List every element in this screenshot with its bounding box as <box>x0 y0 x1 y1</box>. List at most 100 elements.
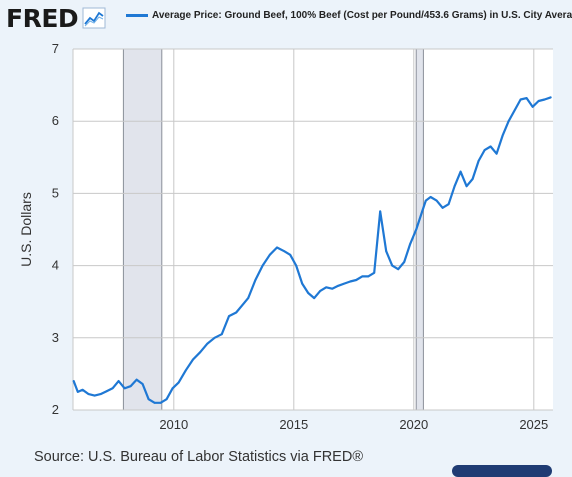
data-point <box>459 170 462 173</box>
data-point <box>519 98 522 101</box>
data-point <box>241 304 244 307</box>
data-point <box>543 98 546 101</box>
data-point <box>385 250 388 253</box>
data-point <box>397 268 400 271</box>
data-point <box>477 160 480 162</box>
data-point <box>184 369 187 372</box>
fred-logo-text: FRED <box>6 3 79 33</box>
y-tick-label: 5 <box>52 185 59 200</box>
x-tick-label: 2010 <box>159 417 188 432</box>
data-point <box>421 210 424 213</box>
data-point <box>268 253 271 256</box>
data-point <box>549 96 552 99</box>
data-point <box>81 388 84 391</box>
data-point <box>471 178 474 180</box>
data-point <box>93 394 96 397</box>
data-point <box>135 378 138 381</box>
data-point <box>235 311 238 314</box>
data-point <box>254 279 257 281</box>
data-point <box>192 358 194 361</box>
data-point <box>465 185 468 188</box>
data-point <box>220 333 223 336</box>
data-point <box>373 271 376 274</box>
y-tick-label: 4 <box>52 258 59 273</box>
data-point <box>141 383 144 385</box>
data-point <box>415 228 418 231</box>
x-tick-label: 2015 <box>279 417 308 432</box>
data-point <box>301 282 304 285</box>
y-axis-title: U.S. Dollars <box>18 192 34 267</box>
data-point <box>355 279 358 281</box>
data-point <box>213 336 216 339</box>
data-point <box>72 380 75 382</box>
data-point <box>537 100 540 102</box>
data-point <box>87 393 90 395</box>
data-point <box>337 284 340 287</box>
y-tick-label: 7 <box>52 41 59 56</box>
data-point <box>343 282 346 285</box>
data-point <box>501 134 504 137</box>
data-point <box>507 120 510 123</box>
data-point <box>283 250 286 253</box>
data-point <box>525 97 528 99</box>
data-point <box>361 275 364 278</box>
data-point <box>295 264 298 267</box>
chart-trend-icon <box>82 7 106 29</box>
data-point <box>331 287 334 290</box>
data-point <box>424 199 427 202</box>
legend-swatch <box>126 14 148 17</box>
data-point <box>153 401 156 404</box>
data-point <box>261 264 264 267</box>
data-point <box>76 391 79 393</box>
data-point <box>129 385 132 388</box>
data-point <box>206 342 209 345</box>
fred-logo[interactable]: FRED <box>6 3 106 33</box>
data-point <box>111 387 114 390</box>
data-point <box>495 152 498 155</box>
data-point <box>99 393 102 395</box>
data-point <box>159 401 162 404</box>
legend-label: Average Price: Ground Beef, 100% Beef (C… <box>152 10 572 21</box>
data-point <box>409 243 412 245</box>
data-point <box>403 261 406 263</box>
data-point <box>313 297 316 299</box>
x-tick-label: 2020 <box>399 417 428 432</box>
y-tick-label: 6 <box>52 113 59 128</box>
data-point <box>513 109 516 112</box>
data-point <box>453 185 456 188</box>
data-point <box>228 315 230 317</box>
data-point <box>325 286 328 289</box>
data-point <box>199 351 202 354</box>
data-point <box>165 398 168 401</box>
data-point <box>319 290 322 292</box>
y-tick-label: 3 <box>52 330 59 345</box>
bottom-bar[interactable] <box>452 465 552 477</box>
data-point <box>379 210 382 213</box>
data-point <box>147 398 150 401</box>
data-point <box>391 264 394 267</box>
chart-legend: Average Price: Ground Beef, 100% Beef (C… <box>126 10 572 21</box>
data-point <box>435 199 438 202</box>
data-point <box>105 390 108 393</box>
data-point <box>117 380 120 382</box>
data-point <box>123 387 126 390</box>
data-point <box>367 275 370 278</box>
data-point <box>276 246 278 249</box>
data-point <box>483 149 486 152</box>
x-tick-label: 2025 <box>519 417 548 432</box>
data-point <box>177 381 180 384</box>
source-note: Source: U.S. Bureau of Labor Statistics … <box>34 449 364 465</box>
data-point <box>489 145 492 148</box>
data-point <box>429 196 432 198</box>
data-point <box>247 297 250 299</box>
data-point <box>447 203 450 206</box>
y-tick-label: 2 <box>52 402 59 417</box>
data-point <box>171 387 174 390</box>
data-point <box>349 280 352 283</box>
data-point <box>289 253 292 256</box>
data-point <box>531 105 534 108</box>
data-point <box>441 206 444 209</box>
recession-band <box>122 48 163 411</box>
data-point <box>307 292 310 294</box>
